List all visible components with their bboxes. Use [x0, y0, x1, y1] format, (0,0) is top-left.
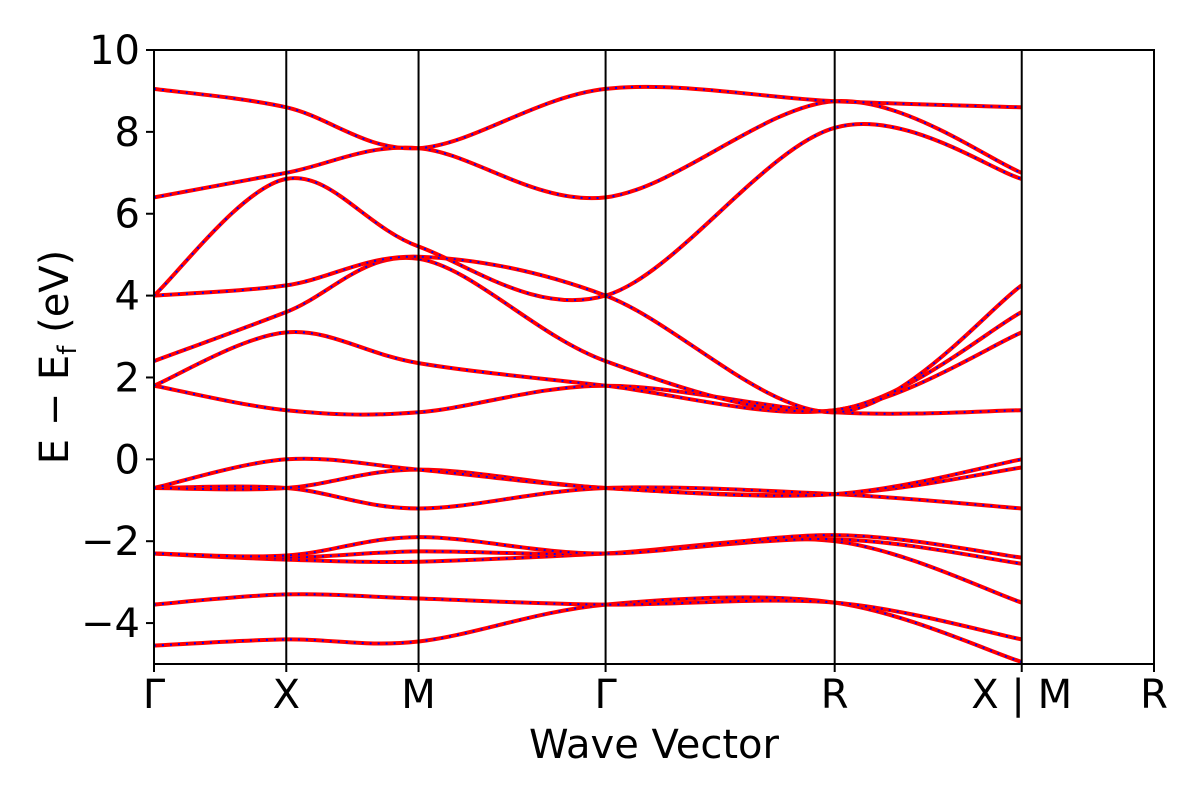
y-tick-label: 10: [89, 28, 140, 74]
y-axis-label-sub: f: [53, 345, 83, 355]
band-line-dotted-13: [154, 100, 1023, 200]
band-line-8: [154, 383, 1022, 417]
band-line-dotted-9: [154, 331, 1023, 414]
y-tick-label: 0: [115, 437, 140, 483]
kpoint-lines: [285, 50, 1023, 664]
band-line-dotted-10: [154, 256, 1023, 413]
y-tick-label: −4: [81, 601, 140, 647]
x-axis-ticks: Γ X M Γ R X | M R: [143, 664, 1168, 718]
x-tick-label: Γ: [594, 672, 617, 718]
band-line-13: [154, 99, 1023, 201]
y-axis-label-tail: (eV): [32, 250, 78, 346]
y-tick-label: 4: [115, 274, 140, 320]
x-tick-label: R: [821, 672, 849, 718]
band-line-dotted-12: [154, 123, 1022, 302]
band-line-dotted-2: [154, 537, 1023, 604]
band-line-dotted-14: [154, 85, 1022, 150]
x-tick-label: Γ: [143, 672, 166, 718]
y-tick-label: −2: [81, 519, 140, 565]
band-line-10: [154, 255, 1023, 414]
y-axis-label: E − Ef (eV): [32, 250, 83, 465]
x-tick-label: X | M: [971, 672, 1072, 718]
band-line-14: [154, 84, 1022, 151]
plot-frame: [153, 49, 1155, 665]
x-tick-label: M: [401, 672, 436, 718]
y-axis-label-main: E − E: [32, 355, 78, 465]
x-tick-label: X: [273, 672, 300, 718]
y-tick-label: 6: [115, 192, 140, 238]
band-line-dotted-3: [154, 538, 1022, 565]
x-tick-label: R: [1140, 672, 1168, 718]
band-line-0: [154, 595, 1023, 664]
band-line-dotted-1: [154, 593, 1022, 641]
x-axis-label: Wave Vector: [529, 722, 780, 768]
band-line-9: [154, 330, 1023, 415]
band-line-12: [154, 122, 1023, 303]
y-axis-ticks: −4 −2 0 2 4 6 8 10: [81, 28, 154, 647]
y-tick-label: 2: [115, 355, 140, 401]
y-tick-label: 8: [115, 110, 140, 156]
bands-layer: [154, 84, 1023, 664]
